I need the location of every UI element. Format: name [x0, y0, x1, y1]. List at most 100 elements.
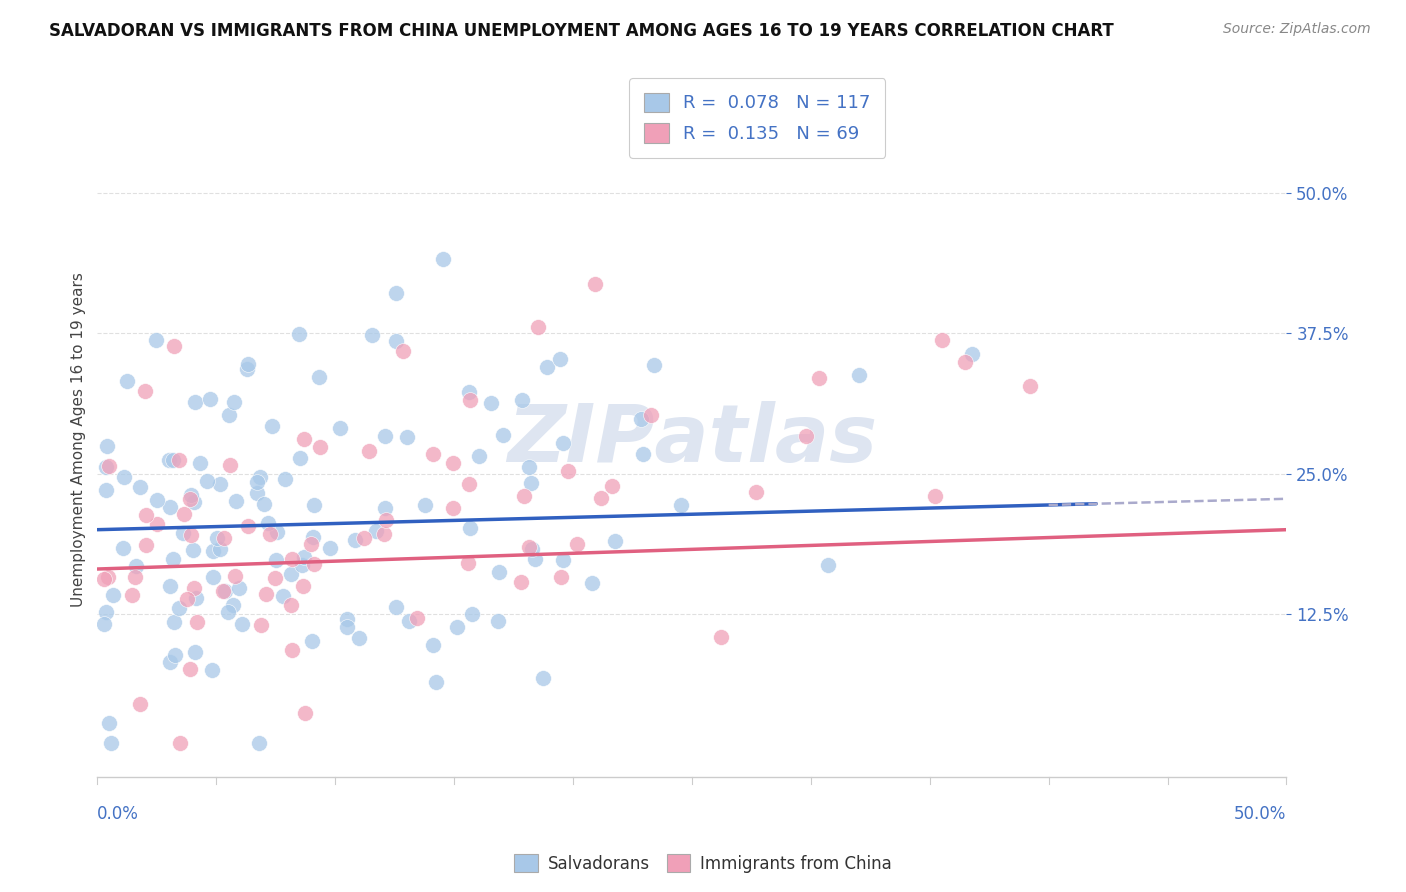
Point [385, 285, 408, 300]
Point [524, 552, 547, 566]
Point [280, 598, 302, 612]
Point [557, 464, 579, 478]
Point [287, 327, 309, 342]
Text: Source: ZipAtlas.com: Source: ZipAtlas.com [1223, 22, 1371, 37]
Point [180, 488, 202, 502]
Point [159, 500, 181, 514]
Point [112, 469, 135, 483]
Point [219, 458, 242, 473]
Point [294, 706, 316, 720]
Point [235, 361, 257, 376]
Point [1018, 379, 1040, 393]
Point [392, 344, 415, 359]
Point [461, 607, 484, 622]
Point [93, 572, 115, 586]
Point [513, 489, 536, 503]
Point [247, 736, 270, 750]
Point [589, 491, 612, 505]
Point [172, 526, 194, 541]
Point [249, 470, 271, 484]
Point [308, 370, 330, 384]
Point [266, 524, 288, 539]
Point [281, 551, 304, 566]
Point [179, 662, 201, 676]
Point [457, 556, 479, 570]
Point [254, 587, 277, 601]
Point [97, 570, 120, 584]
Point [236, 519, 259, 533]
Point [212, 531, 235, 545]
Point [329, 421, 352, 435]
Point [112, 541, 135, 556]
Point [167, 453, 190, 467]
Point [145, 333, 167, 347]
Point [640, 409, 662, 423]
Point [551, 435, 574, 450]
Point [510, 574, 533, 589]
Point [551, 553, 574, 567]
Point [319, 541, 342, 555]
Point [955, 355, 977, 369]
Point [359, 444, 381, 458]
Point [159, 655, 181, 669]
Point [124, 570, 146, 584]
Point [135, 539, 157, 553]
Point [486, 614, 509, 628]
Point [96, 439, 118, 453]
Point [135, 508, 157, 523]
Point [600, 479, 623, 493]
Point [422, 447, 444, 461]
Point [630, 412, 652, 426]
Point [336, 620, 359, 634]
Point [121, 588, 143, 602]
Point [848, 368, 870, 382]
Point [181, 542, 204, 557]
Point [183, 495, 205, 509]
Point [224, 568, 246, 582]
Point [302, 530, 325, 544]
Point [180, 528, 202, 542]
Point [201, 663, 224, 677]
Point [221, 598, 243, 612]
Point [479, 396, 502, 410]
Point [246, 475, 269, 489]
Point [179, 491, 201, 506]
Point [374, 429, 396, 443]
Point [184, 394, 207, 409]
Point [236, 357, 259, 371]
Point [794, 429, 817, 443]
Point [536, 359, 558, 374]
Point [231, 617, 253, 632]
Point [432, 252, 454, 266]
Point [280, 567, 302, 582]
Point [301, 633, 323, 648]
Point [183, 581, 205, 595]
Point [441, 501, 464, 516]
Point [217, 606, 239, 620]
Point [308, 440, 330, 454]
Point [302, 558, 325, 572]
Point [290, 451, 312, 466]
Point [398, 614, 420, 628]
Point [184, 591, 207, 606]
Point [214, 583, 236, 598]
Point [186, 615, 208, 630]
Point [93, 617, 115, 632]
Point [98, 458, 121, 473]
Point [460, 521, 482, 535]
Point [224, 395, 246, 409]
Point [134, 384, 156, 398]
Point [353, 531, 375, 545]
Point [257, 516, 280, 530]
Point [510, 393, 533, 408]
Point [581, 576, 603, 591]
Point [384, 600, 406, 615]
Point [406, 611, 429, 625]
Point [550, 570, 572, 584]
Point [366, 524, 388, 539]
Point [924, 489, 946, 503]
Point [745, 484, 768, 499]
Point [336, 613, 359, 627]
Point [115, 374, 138, 388]
Point [273, 472, 295, 486]
